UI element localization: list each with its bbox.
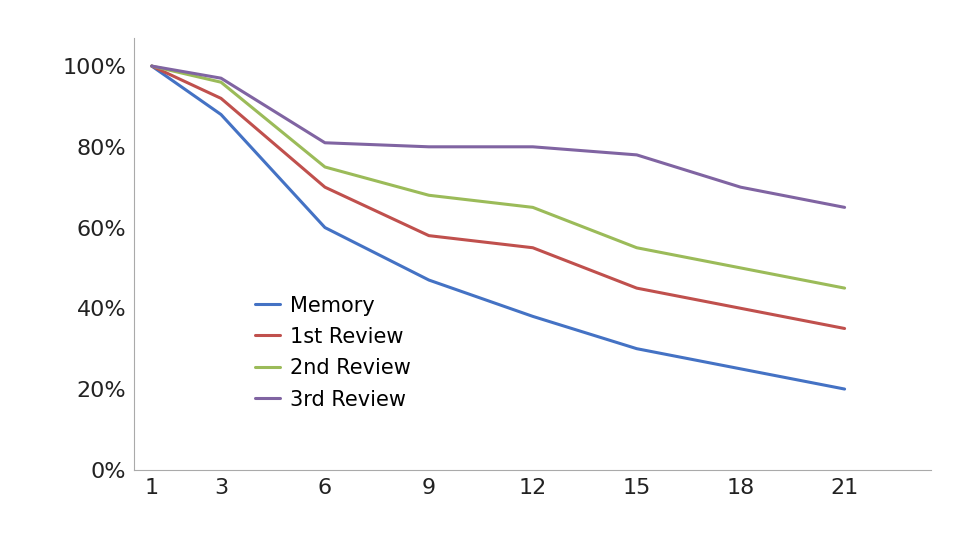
Memory (146, 63, 157, 69)
2nd Review (319, 164, 330, 170)
3rd Review (527, 144, 539, 150)
Memory (631, 346, 642, 352)
2nd Review (423, 192, 435, 199)
2nd Review (735, 265, 747, 271)
Memory (735, 366, 747, 372)
Memory (527, 313, 539, 320)
Line: Memory: Memory (152, 66, 845, 389)
2nd Review (146, 63, 157, 69)
3rd Review (319, 139, 330, 146)
2nd Review (527, 204, 539, 211)
Memory (215, 111, 227, 118)
3rd Review (631, 152, 642, 158)
2nd Review (631, 245, 642, 251)
Memory (839, 386, 851, 392)
Line: 3rd Review: 3rd Review (152, 66, 845, 207)
3rd Review (839, 204, 851, 211)
2nd Review (839, 285, 851, 292)
Memory (423, 277, 435, 284)
3rd Review (215, 75, 227, 82)
1st Review (215, 95, 227, 102)
3rd Review (146, 63, 157, 69)
1st Review (319, 184, 330, 191)
Memory (319, 224, 330, 231)
2nd Review (215, 79, 227, 85)
1st Review (631, 285, 642, 292)
Legend: Memory, 1st Review, 2nd Review, 3rd Review: Memory, 1st Review, 2nd Review, 3rd Revi… (249, 289, 418, 416)
3rd Review (735, 184, 747, 191)
Line: 1st Review: 1st Review (152, 66, 845, 328)
Line: 2nd Review: 2nd Review (152, 66, 845, 288)
1st Review (146, 63, 157, 69)
3rd Review (423, 144, 435, 150)
1st Review (423, 232, 435, 239)
1st Review (735, 305, 747, 312)
1st Review (839, 325, 851, 332)
1st Review (527, 245, 539, 251)
